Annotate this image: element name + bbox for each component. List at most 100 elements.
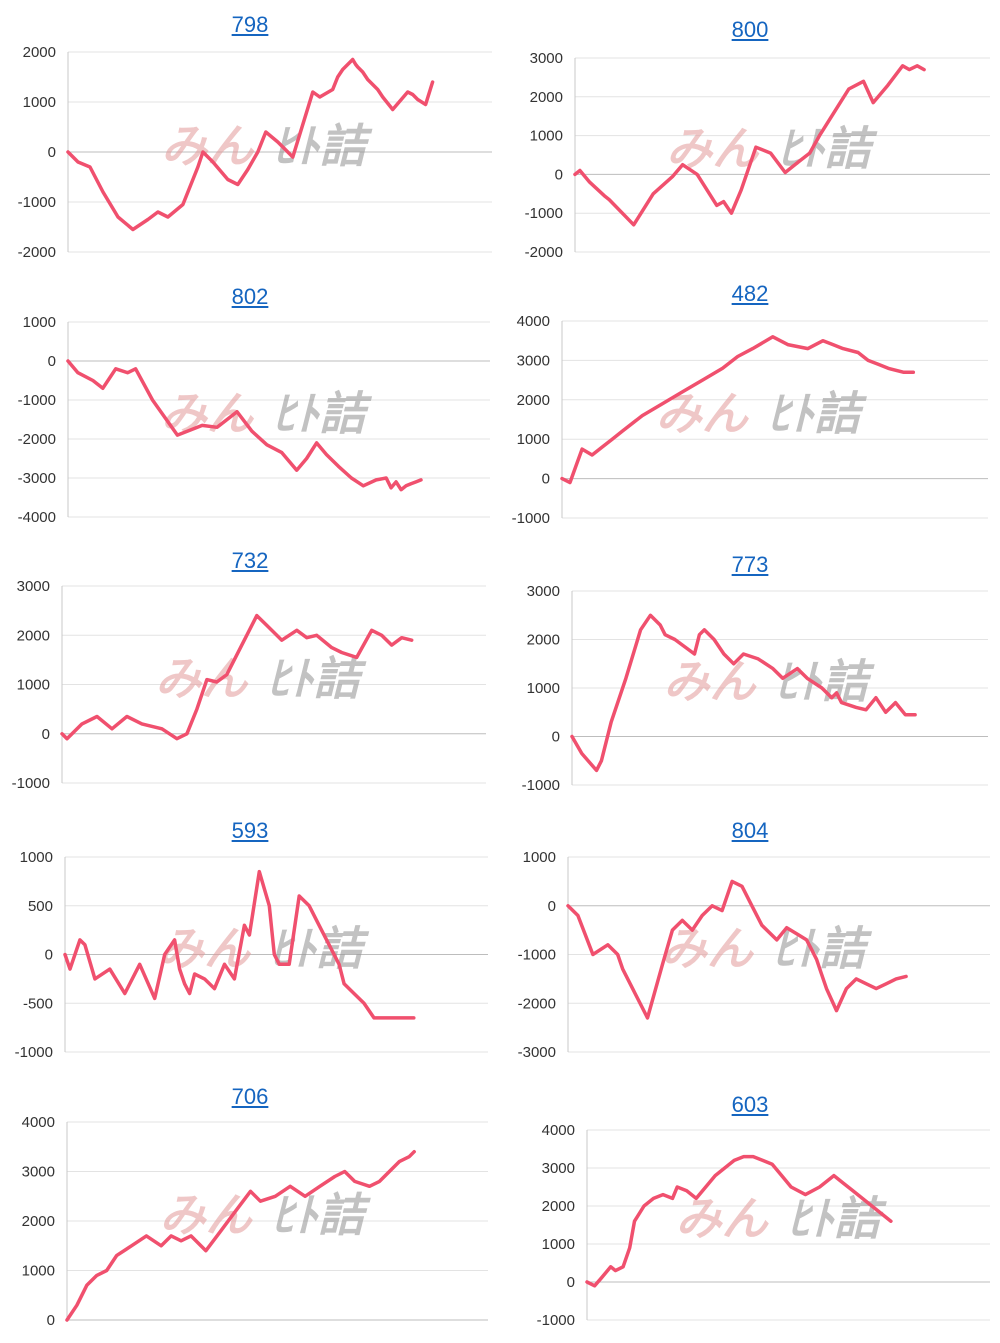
y-tick-label: -500 bbox=[23, 995, 53, 1012]
y-tick-label: -4000 bbox=[18, 509, 56, 526]
y-tick-label: -2000 bbox=[525, 244, 563, 261]
chart-panel: 3000 2000 1000 0 -1000 みん ﾋﾄ詰 773 bbox=[500, 536, 1000, 804]
machine-number-link[interactable]: 593 bbox=[231, 818, 269, 843]
y-tick-label: 3000 bbox=[517, 352, 550, 369]
y-tick-label: 2000 bbox=[517, 392, 550, 409]
y-tick-label: 0 bbox=[542, 471, 550, 488]
y-tick-label: 3000 bbox=[527, 583, 560, 600]
y-tick-label: 1000 bbox=[523, 849, 556, 866]
y-tick-label: 2000 bbox=[530, 89, 563, 106]
line-chart: 4000 3000 2000 1000 0 みん ﾋﾄ詰 bbox=[22, 1114, 488, 1329]
y-tick-label: -3000 bbox=[18, 470, 56, 487]
y-tick-label: 3000 bbox=[530, 50, 563, 67]
machine-number-link[interactable]: 603 bbox=[731, 1092, 769, 1117]
chart-panel: 3000 2000 1000 0 -1000 -2000 みん ﾋﾄ詰 800 bbox=[500, 0, 1000, 268]
y-tick-label: 1000 bbox=[17, 677, 50, 694]
y-tick-label: 500 bbox=[28, 898, 53, 915]
y-tick-label: 2000 bbox=[17, 627, 50, 644]
y-tick-label: 1000 bbox=[20, 849, 53, 866]
machine-number-link[interactable]: 773 bbox=[731, 552, 769, 577]
y-tick-label: 2000 bbox=[22, 1213, 55, 1230]
chart-panel: 3000 2000 1000 0 -1000 みん ﾋﾄ詰 732 bbox=[0, 536, 500, 804]
data-series-line bbox=[63, 869, 416, 1020]
data-series-line bbox=[585, 1154, 893, 1288]
chart-panel: 4000 3000 2000 1000 0 -1000 みん ﾋﾄ詰 603 bbox=[500, 1072, 1000, 1340]
machine-number-link[interactable]: 732 bbox=[231, 548, 269, 573]
watermark-logo: ﾋﾄ詰 bbox=[273, 386, 373, 440]
y-tick-label: -1000 bbox=[12, 775, 50, 792]
watermark-logo: みん bbox=[661, 921, 755, 975]
y-tick-label: 0 bbox=[45, 947, 53, 964]
y-tick-label: 2000 bbox=[527, 632, 560, 649]
y-tick-label: -1000 bbox=[525, 205, 563, 222]
y-tick-label: -1000 bbox=[18, 194, 56, 211]
chart-panel: 1000 500 0 -500 -1000 みん ﾋﾄ詰 593 bbox=[0, 804, 500, 1072]
data-series-line bbox=[566, 879, 908, 1020]
data-series-line bbox=[60, 613, 414, 741]
machine-number-link[interactable]: 482 bbox=[731, 281, 769, 306]
data-series-line bbox=[560, 335, 916, 485]
y-tick-label: -1000 bbox=[518, 947, 556, 964]
machine-number-link[interactable]: 798 bbox=[231, 12, 269, 37]
line-chart: 2000 1000 0 -1000 -2000 みん ﾋﾄ詰 bbox=[18, 44, 492, 261]
y-tick-label: -1000 bbox=[18, 392, 56, 409]
y-tick-label: 0 bbox=[548, 898, 556, 915]
watermark-logo: みん bbox=[656, 386, 750, 440]
y-tick-label: 0 bbox=[47, 1312, 55, 1329]
watermark-logo: ﾋﾄ詰 bbox=[272, 1188, 372, 1242]
watermark-logo: ﾋﾄ詰 bbox=[768, 386, 868, 440]
watermark-logo: みん bbox=[664, 655, 758, 709]
machine-number-link[interactable]: 802 bbox=[231, 284, 269, 309]
y-tick-label: 0 bbox=[48, 144, 56, 161]
y-tick-label: 2000 bbox=[23, 44, 56, 61]
y-tick-label: -2000 bbox=[18, 431, 56, 448]
y-tick-label: 2000 bbox=[542, 1198, 575, 1215]
y-tick-label: 1000 bbox=[23, 314, 56, 331]
data-series-line bbox=[65, 1149, 416, 1322]
y-tick-label: 1000 bbox=[530, 128, 563, 145]
watermark-logo: ﾋﾄ詰 bbox=[788, 1192, 888, 1246]
y-tick-label: 0 bbox=[555, 166, 563, 183]
y-tick-label: 1000 bbox=[542, 1236, 575, 1253]
y-tick-label: 3000 bbox=[22, 1164, 55, 1181]
y-tick-label: 0 bbox=[48, 353, 56, 370]
y-tick-label: -2000 bbox=[18, 244, 56, 261]
y-tick-label: 4000 bbox=[517, 313, 550, 330]
data-series-line bbox=[66, 57, 435, 232]
y-tick-label: -1000 bbox=[512, 510, 550, 527]
watermark-logo: みん bbox=[161, 119, 255, 173]
y-tick-label: -2000 bbox=[518, 995, 556, 1012]
y-tick-label: 1000 bbox=[23, 94, 56, 111]
machine-number-link[interactable]: 706 bbox=[231, 1084, 269, 1109]
watermark-logo: みん bbox=[676, 1192, 770, 1246]
y-tick-label: -3000 bbox=[518, 1044, 556, 1061]
y-tick-label: -1000 bbox=[522, 777, 560, 794]
y-tick-label: 3000 bbox=[542, 1160, 575, 1177]
y-tick-label: 4000 bbox=[22, 1114, 55, 1131]
line-chart: 4000 3000 2000 1000 0 -1000 みん ﾋﾄ詰 bbox=[537, 1122, 990, 1329]
data-series-line bbox=[573, 64, 926, 227]
chart-panel: 4000 3000 2000 1000 0 みん ﾋﾄ詰 706 bbox=[0, 1072, 500, 1340]
watermark-logo: ﾋﾄ詰 bbox=[267, 651, 367, 705]
y-tick-label: -1000 bbox=[15, 1044, 53, 1061]
chart-panel: 1000 0 -1000 -2000 -3000 みん ﾋﾄ詰 804 bbox=[500, 804, 1000, 1072]
watermark-logo: ﾋﾄ詰 bbox=[273, 119, 373, 173]
y-tick-label: 1000 bbox=[517, 431, 550, 448]
machine-number-link[interactable]: 804 bbox=[731, 818, 769, 843]
y-tick-label: 0 bbox=[42, 726, 50, 743]
y-tick-label: 3000 bbox=[17, 578, 50, 595]
watermark-logo: みん bbox=[160, 1188, 254, 1242]
y-tick-label: -1000 bbox=[537, 1312, 575, 1329]
data-series-line bbox=[570, 613, 917, 773]
machine-number-link[interactable]: 800 bbox=[731, 17, 769, 42]
data-series-line bbox=[66, 359, 423, 492]
y-tick-label: 0 bbox=[552, 729, 560, 746]
chart-panel: 1000 0 -1000 -2000 -3000 -4000 みん ﾋﾄ詰 802 bbox=[0, 268, 500, 536]
y-tick-label: 4000 bbox=[542, 1122, 575, 1139]
